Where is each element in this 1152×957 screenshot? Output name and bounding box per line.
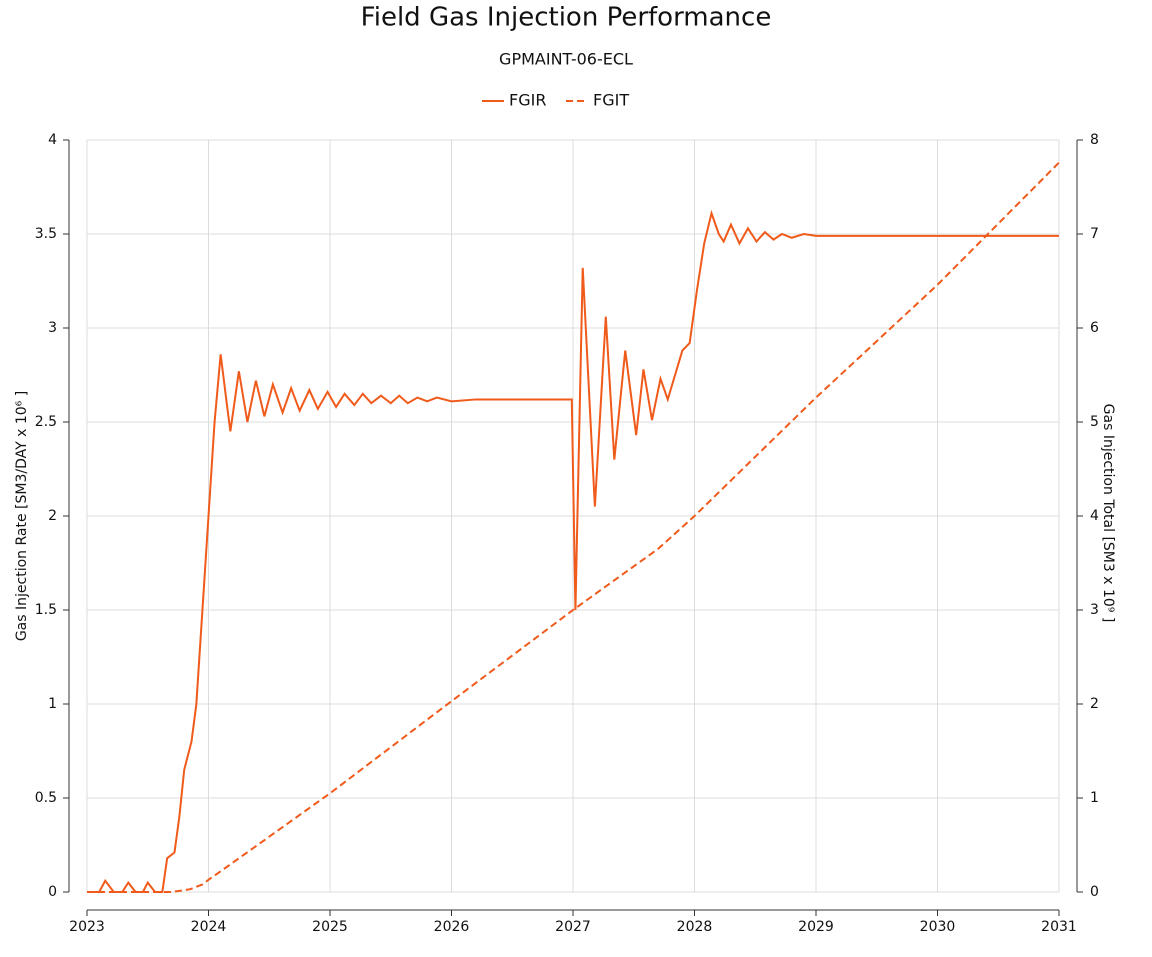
y-tick-label: 3	[48, 320, 57, 336]
y-tick-label: 1	[48, 696, 57, 712]
x-tick-label: 2026	[434, 919, 470, 935]
y-axis-label: Gas Injection Rate [SM3/DAY x 10⁶ ]	[14, 391, 30, 641]
y2-tick-label: 0	[1090, 884, 1099, 900]
x-tick-label: 2031	[1041, 919, 1077, 935]
y-tick-label: 4	[48, 132, 57, 148]
x-tick-label: 2025	[312, 919, 348, 935]
x-tick-label: 2027	[555, 919, 591, 935]
legend-label: FGIR	[509, 91, 546, 110]
chart-subtitle: GPMAINT-06-ECL	[499, 50, 633, 69]
y2-tick-label: 6	[1090, 320, 1099, 336]
y-tick-label: 2.5	[35, 414, 57, 430]
series-line	[87, 161, 1060, 893]
y-tick-label: 0.5	[35, 790, 57, 806]
y-tick-label: 3.5	[35, 226, 57, 242]
legend-label: FGIT	[593, 91, 629, 110]
y2-tick-label: 4	[1090, 508, 1099, 524]
y2-tick-label: 2	[1090, 696, 1099, 712]
x-tick-label: 2029	[798, 919, 834, 935]
y2-tick-label: 7	[1090, 226, 1099, 242]
y2-tick-label: 5	[1090, 414, 1099, 430]
y-tick-label: 1.5	[35, 602, 57, 618]
x-tick-label: 2028	[677, 919, 713, 935]
x-tick-label: 2023	[69, 919, 105, 935]
chart-title: Field Gas Injection Performance	[361, 3, 772, 33]
y2-axis-label: Gas Injection Total [SM3 x 10⁹ ]	[1100, 404, 1116, 623]
y2-tick-label: 1	[1090, 790, 1099, 806]
x-tick-label: 2024	[191, 919, 227, 935]
x-tick-label: 2030	[920, 919, 956, 935]
series-line	[87, 209, 1059, 893]
y2-tick-label: 8	[1090, 132, 1099, 148]
y2-tick-label: 3	[1090, 602, 1099, 618]
y-tick-label: 2	[48, 508, 57, 524]
y-tick-label: 0	[48, 884, 57, 900]
